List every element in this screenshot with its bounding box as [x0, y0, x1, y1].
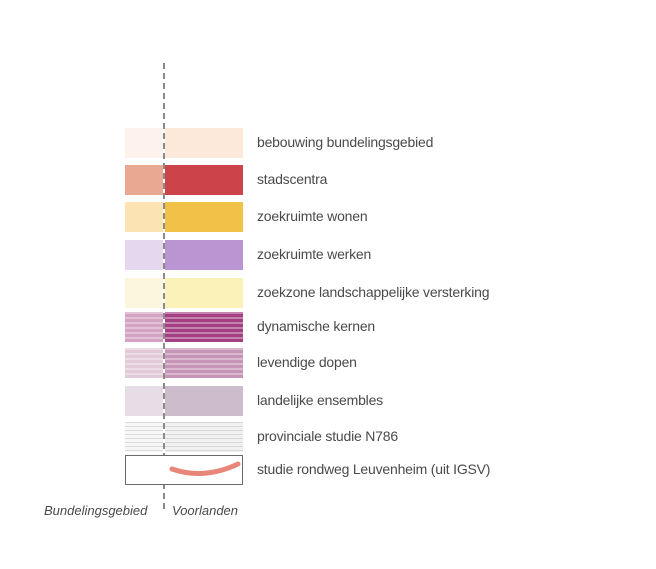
legend-swatch-bundelingsgebied	[125, 240, 163, 270]
legend-swatch-bundelingsgebied	[125, 348, 163, 378]
legend-label: zoekruimte werken	[257, 246, 372, 262]
legend-item-studie-rondweg-leuvenheim: studie rondweg Leuvenheim (uit IGSV)	[0, 455, 656, 485]
legend-swatch-bundelingsgebied	[125, 165, 163, 195]
legend-item-provinciale-studie-n786: provinciale studie N786	[0, 422, 656, 452]
legend-swatch-bundelingsgebied	[125, 202, 163, 232]
legend-label: dynamische kernen	[257, 318, 375, 334]
zone-divider-line	[163, 63, 165, 509]
legend-swatch-voorlanden	[165, 348, 243, 378]
legend-swatch-voorlanden	[165, 312, 243, 342]
legend-label: zoekzone landschappelijke versterking	[257, 284, 490, 300]
legend-item-bebouwing-bundelingsgebied: bebouwing bundelingsgebied	[0, 128, 656, 158]
legend-swatch-road	[125, 455, 243, 485]
legend-swatch-voorlanden	[165, 240, 243, 270]
legend-swatch-voorlanden	[165, 202, 243, 232]
legend-item-zoekzone-landschappelijke-versterking: zoekzone landschappelijke versterking	[0, 278, 656, 308]
legend-item-landelijke-ensembles: landelijke ensembles	[0, 386, 656, 416]
legend-swatch-voorlanden	[165, 422, 243, 452]
legend-label: bebouwing bundelingsgebied	[257, 134, 434, 150]
legend-swatch-voorlanden	[165, 386, 243, 416]
legend-label: provinciale studie N786	[257, 428, 398, 444]
legend-label: levendige dopen	[257, 354, 357, 370]
legend-swatch-bundelingsgebied	[125, 422, 163, 452]
legend-item-zoekruimte-wonen: zoekruimte wonen	[0, 202, 656, 232]
legend-label: zoekruimte wonen	[257, 208, 368, 224]
legend-label: stadscentra	[257, 171, 328, 187]
legend-swatch-bundelingsgebied	[125, 312, 163, 342]
legend-item-dynamische-kernen: dynamische kernen	[0, 312, 656, 342]
legend-swatch-voorlanden	[165, 165, 243, 195]
legend-swatch-bundelingsgebied	[125, 128, 163, 158]
legend-swatch-bundelingsgebied	[125, 386, 163, 416]
legend-item-stadscentra: stadscentra	[0, 165, 656, 195]
zone-label-bundelingsgebied: Bundelingsgebied	[44, 503, 148, 518]
zone-label-voorlanden: Voorlanden	[172, 503, 239, 518]
road-curve-icon	[169, 461, 241, 476]
legend-item-zoekruimte-werken: zoekruimte werken	[0, 240, 656, 270]
legend-swatch-voorlanden	[165, 278, 243, 308]
legend-swatch-voorlanden	[165, 128, 243, 158]
legend-swatch-bundelingsgebied	[125, 278, 163, 308]
legend-label: landelijke ensembles	[257, 392, 383, 408]
legend-label: studie rondweg Leuvenheim (uit IGSV)	[257, 461, 491, 477]
legend-item-levendige-dopen: levendige dopen	[0, 348, 656, 378]
